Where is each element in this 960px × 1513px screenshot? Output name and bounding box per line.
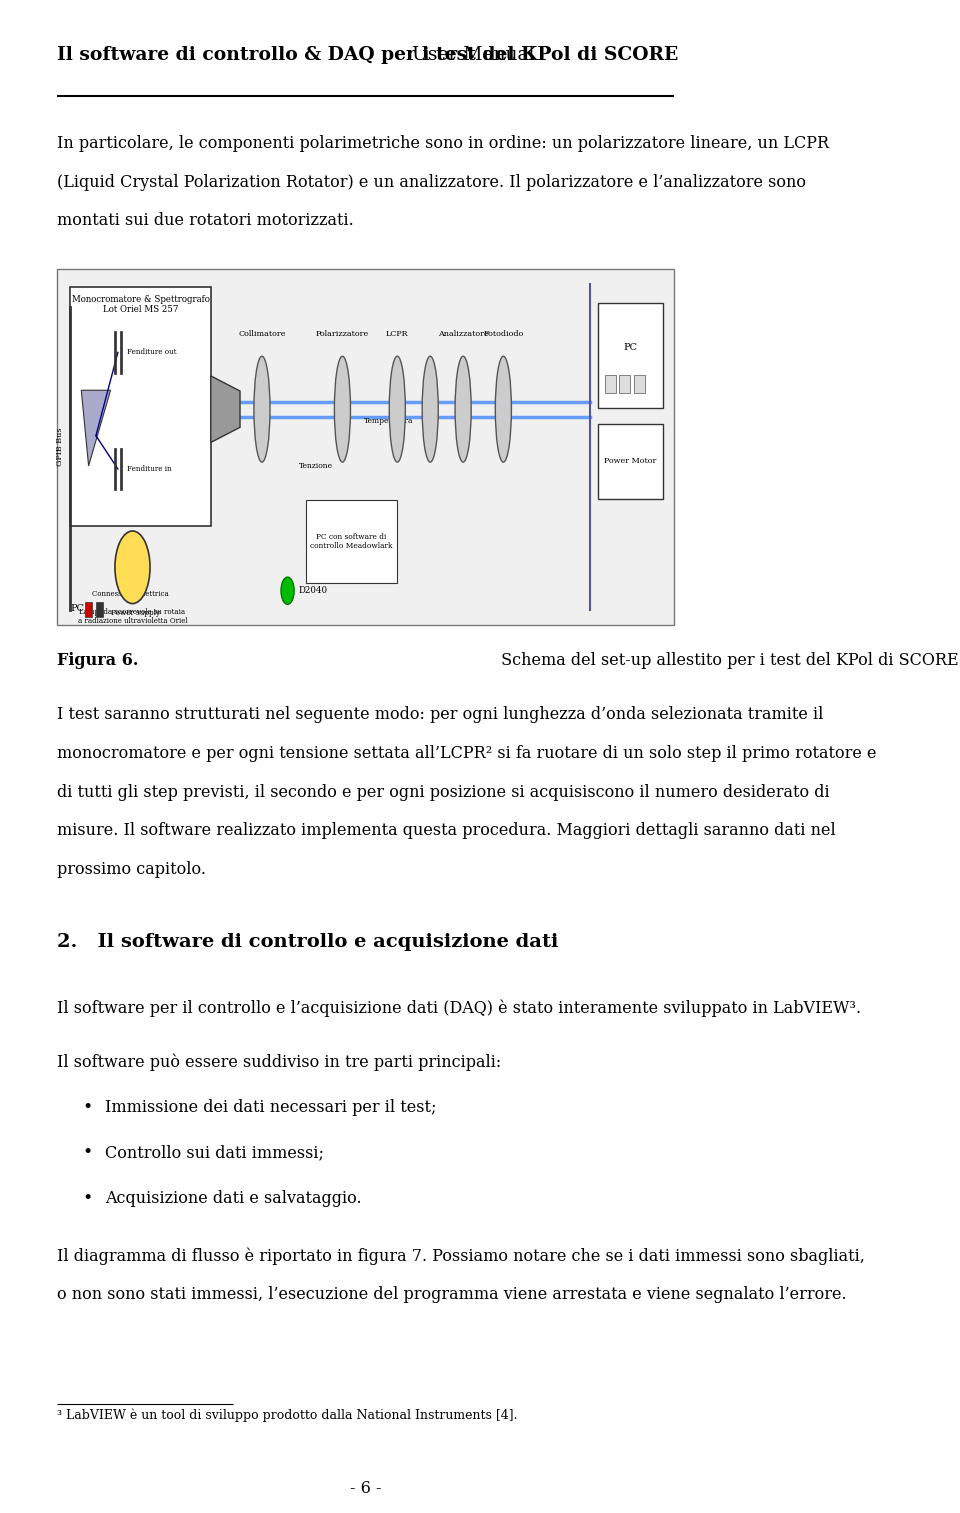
Text: Collimatore: Collimatore <box>238 330 286 337</box>
FancyBboxPatch shape <box>114 331 116 374</box>
FancyBboxPatch shape <box>597 303 663 409</box>
Text: Monocromatore & Spettrografo
Lot Oriel MS 257: Monocromatore & Spettrografo Lot Oriel M… <box>72 295 209 315</box>
Text: Il software per il controllo e l’acquisizione dati (DAQ) è stato interamente svi: Il software per il controllo e l’acquisi… <box>58 999 861 1017</box>
FancyBboxPatch shape <box>597 424 663 499</box>
Ellipse shape <box>455 356 471 461</box>
Text: Fotodiodo: Fotodiodo <box>483 330 523 337</box>
FancyBboxPatch shape <box>635 375 645 393</box>
FancyBboxPatch shape <box>619 375 631 393</box>
Text: Acquisizione dati e salvataggio.: Acquisizione dati e salvataggio. <box>105 1189 361 1207</box>
Ellipse shape <box>334 356 350 461</box>
FancyBboxPatch shape <box>306 499 397 583</box>
Text: Connessione elettrica: Connessione elettrica <box>92 590 169 598</box>
Circle shape <box>281 576 294 604</box>
Text: •: • <box>83 1189 93 1207</box>
Polygon shape <box>82 390 110 466</box>
Text: - 6 -: - 6 - <box>350 1480 381 1496</box>
Ellipse shape <box>254 356 270 461</box>
Text: PC: PC <box>70 604 84 613</box>
Text: Figura 6.: Figura 6. <box>58 652 138 669</box>
Text: monocromatore e per ogni tensione settata all’LCPR² si fa ruotare di un solo ste: monocromatore e per ogni tensione settat… <box>58 744 876 763</box>
FancyBboxPatch shape <box>70 287 211 527</box>
Text: Il software può essere suddiviso in tre parti principali:: Il software può essere suddiviso in tre … <box>58 1053 501 1071</box>
Text: Fenditure in: Fenditure in <box>127 464 171 474</box>
Text: Temperatura: Temperatura <box>365 416 414 425</box>
Text: Controllo sui dati immessi;: Controllo sui dati immessi; <box>105 1144 324 1162</box>
Text: PC: PC <box>623 343 637 353</box>
Text: Lampada scorrevole su rotaia
a radiazione ultravioletta Oriel: Lampada scorrevole su rotaia a radiazion… <box>78 608 187 625</box>
Circle shape <box>115 531 150 604</box>
Text: Fenditure out: Fenditure out <box>127 348 177 357</box>
FancyBboxPatch shape <box>58 269 674 625</box>
Text: Tenzione: Tenzione <box>299 461 333 471</box>
Text: Immissione dei dati necessari per il test;: Immissione dei dati necessari per il tes… <box>105 1098 436 1117</box>
Text: Power supply: Power supply <box>110 610 159 617</box>
Text: Schema del set-up allestito per i test del KPol di SCORE.: Schema del set-up allestito per i test d… <box>496 652 960 669</box>
Polygon shape <box>211 375 240 442</box>
Text: misure. Il software realizzato implementa questa procedura. Maggiori dettagli sa: misure. Il software realizzato implement… <box>58 822 836 840</box>
FancyBboxPatch shape <box>120 331 122 374</box>
FancyBboxPatch shape <box>120 448 122 490</box>
Text: Il software di controllo & DAQ per i test del KPol di SCORE: Il software di controllo & DAQ per i tes… <box>58 45 679 64</box>
FancyBboxPatch shape <box>84 602 92 617</box>
Text: •: • <box>83 1144 93 1162</box>
Text: In particolare, le componenti polarimetriche sono in ordine: un polarizzatore li: In particolare, le componenti polarimetr… <box>58 135 829 153</box>
Text: prossimo capitolo.: prossimo capitolo. <box>58 861 206 878</box>
Text: PC con software di
controllo Meadowlark: PC con software di controllo Meadowlark <box>310 533 393 551</box>
Text: 2.   Il software di controllo e acquisizione dati: 2. Il software di controllo e acquisizio… <box>58 932 559 950</box>
Ellipse shape <box>422 356 439 461</box>
Ellipse shape <box>389 356 405 461</box>
FancyBboxPatch shape <box>114 448 116 490</box>
Text: LCPR: LCPR <box>386 330 409 337</box>
Text: (Liquid Crystal Polarization Rotator) e un analizzatore. Il polarizzatore e l’an: (Liquid Crystal Polarization Rotator) e … <box>58 174 806 191</box>
Text: Il diagramma di flusso è riportato in figura 7. Possiamo notare che se i dati im: Il diagramma di flusso è riportato in fi… <box>58 1247 865 1265</box>
Ellipse shape <box>495 356 512 461</box>
Text: ³ LabVIEW è un tool di sviluppo prodotto dalla National Instruments [4].: ³ LabVIEW è un tool di sviluppo prodotto… <box>58 1409 517 1422</box>
FancyBboxPatch shape <box>96 602 104 617</box>
Text: I test saranno strutturati nel seguente modo: per ogni lunghezza d’onda selezion: I test saranno strutturati nel seguente … <box>58 707 824 723</box>
Text: GPIB Bus: GPIB Bus <box>56 428 64 466</box>
Text: o non sono stati immessi, l’esecuzione del programma viene arrestata e viene seg: o non sono stati immessi, l’esecuzione d… <box>58 1286 847 1303</box>
Text: montati sui due rotatori motorizzati.: montati sui due rotatori motorizzati. <box>58 212 354 230</box>
Text: Power Motor: Power Motor <box>604 457 657 466</box>
Text: User Manual: User Manual <box>406 45 535 64</box>
Text: di tutti gli step previsti, il secondo e per ogni posizione si acquisiscono il n: di tutti gli step previsti, il secondo e… <box>58 784 829 800</box>
Text: Polarizzatore: Polarizzatore <box>316 330 369 337</box>
FancyBboxPatch shape <box>605 375 615 393</box>
Text: D2040: D2040 <box>299 586 327 595</box>
Text: Analizzatore: Analizzatore <box>438 330 489 337</box>
Text: •: • <box>83 1098 93 1117</box>
